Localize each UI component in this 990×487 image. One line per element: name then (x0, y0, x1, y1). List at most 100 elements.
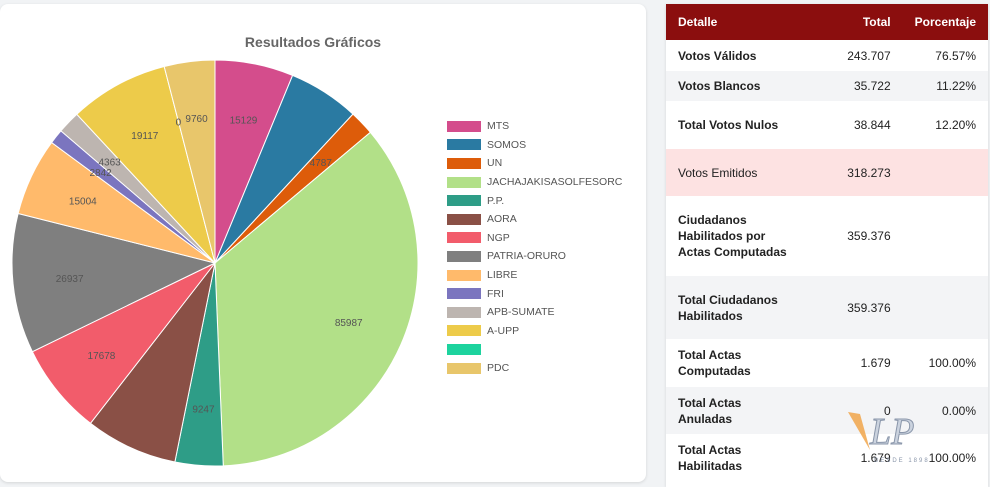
row-label: Votos Válidos (678, 48, 757, 63)
legend-label: AORA (487, 213, 517, 226)
legend-item[interactable] (447, 340, 622, 359)
legend-swatch (447, 343, 481, 355)
row-label: Ciudadanos Habilitados por Actas Computa… (678, 213, 787, 259)
legend-item[interactable]: MTS (447, 117, 622, 136)
row-percent (902, 276, 988, 339)
legend-swatch (447, 362, 481, 374)
legend-item[interactable]: PDC (447, 359, 622, 378)
pie-data-label: 4363 (98, 158, 121, 169)
legend-swatch (447, 176, 481, 188)
row-total: 359.376 (847, 229, 891, 243)
row-total: 1.679 (860, 451, 891, 465)
pie-data-label: 2842 (90, 168, 113, 179)
chart-card: Resultados Gráficos 15129 4787 85987 9247 17… (0, 4, 646, 482)
legend-label: A-UPP (487, 324, 520, 337)
legend-item[interactable]: JACHAJAKISASOLFESORC (447, 173, 622, 192)
legend-item[interactable]: A-UPP (447, 322, 622, 341)
row-percent: 0.00% (902, 387, 988, 434)
row-label: Total Actas Habilitadas (678, 443, 743, 473)
pie-data-label: 0 (176, 117, 182, 128)
legend-label: P.P. (487, 194, 505, 207)
legend-label: UN (487, 157, 503, 170)
row-percent: 100.00% (928, 451, 976, 465)
legend-swatch (447, 269, 481, 281)
legend-swatch (447, 250, 481, 262)
row-label: Total Actas Anuladas (666, 387, 805, 434)
row-total: 359.376 (804, 276, 903, 339)
pie-data-label: 19117 (131, 131, 159, 142)
legend-swatch (447, 213, 481, 225)
pie-chart: 15129 4787 85987 9247 17678 26937 15004 2842436… (11, 59, 419, 467)
row-label: Votos Emitidos (666, 149, 805, 196)
row-percent: 76.57% (935, 48, 976, 63)
table-row: Total Votos Nulos 38.844 12.20% (666, 101, 988, 149)
table-row: Total Actas Anuladas 0 0.00% (666, 387, 988, 434)
legend-label: SOMOS (487, 138, 527, 151)
row-total: 38.844 (853, 118, 891, 132)
row-total: 318.273 (804, 149, 903, 196)
legend-item[interactable]: P.P. (447, 191, 622, 210)
legend-swatch (447, 157, 481, 169)
legend-swatch (447, 306, 481, 318)
pie-slice-a-upp[interactable] (76, 65, 216, 264)
legend-label: PDC (487, 362, 510, 375)
header-detalle[interactable]: Detalle (666, 4, 805, 40)
pie-data-label: 85987 (335, 318, 363, 329)
row-percent: 100.00% (928, 356, 976, 370)
legend-label: PATRIA-ORURO (487, 250, 566, 263)
table-row: Votos Emitidos 318.273 (666, 149, 988, 196)
row-total: 0 (804, 387, 903, 434)
legend-label: NGP (487, 231, 510, 244)
legend-item[interactable]: NGP (447, 229, 622, 248)
legend-item[interactable]: LIBRE (447, 266, 622, 285)
chart-legend: MTS SOMOS UN JACHAJAKISASOLFESORC P.P. AORA NG… (447, 117, 622, 377)
legend-label: FRI (487, 287, 504, 300)
pie-data-label: 17678 (88, 351, 116, 362)
legend-swatch (447, 288, 481, 300)
legend-item[interactable]: AORA (447, 210, 622, 229)
row-total: 243.707 (847, 48, 891, 63)
row-label: Total Ciudadanos Habilitados (666, 276, 805, 339)
legend-item[interactable]: PATRIA-ORURO (447, 247, 622, 266)
results-table-card: Detalle Total Porcentaje Votos Válidos 2… (666, 4, 988, 487)
table-row: Total Actas Computadas 1.679 100.00% (666, 339, 988, 387)
chart-title: Resultados Gráficos (244, 34, 382, 50)
legend-swatch (447, 232, 481, 244)
header-total[interactable]: Total (804, 4, 903, 40)
table-row: Ciudadanos Habilitados por Actas Computa… (666, 196, 988, 276)
row-percent (902, 149, 988, 196)
table-row: Votos Blancos 35.722 11.22% (666, 71, 988, 101)
pie-data-label: 15004 (69, 197, 97, 208)
legend-label: LIBRE (487, 269, 518, 282)
row-label: Total Actas Computadas (678, 348, 751, 378)
legend-item[interactable]: FRI (447, 284, 622, 303)
pie-data-label: 26937 (56, 274, 84, 285)
legend-swatch (447, 139, 481, 151)
row-label: Total Votos Nulos (678, 118, 779, 132)
table-row: Total Actas Habilitadas 1.679 100.00% (666, 434, 988, 482)
legend-swatch (447, 120, 481, 132)
table-header-row: Detalle Total Porcentaje (666, 4, 988, 40)
legend-item[interactable]: UN (447, 154, 622, 173)
pie-data-label: 9760 (185, 114, 208, 125)
pie-slice-patria-oruro[interactable] (11, 212, 217, 353)
header-porcentaje[interactable]: Porcentaje (902, 4, 988, 40)
results-table: Detalle Total Porcentaje Votos Válidos 2… (666, 4, 988, 482)
table-row: Votos Válidos 243.707 76.57% (666, 40, 988, 71)
pie-data-label: 4787 (310, 158, 333, 169)
pie-slice-pdc[interactable] (163, 59, 216, 264)
legend-label: APB-SUMATE (487, 306, 555, 319)
table-row: Total Ciudadanos Habilitados 359.376 (666, 276, 988, 339)
legend-label: JACHAJAKISASOLFESORC (487, 176, 623, 189)
row-percent: 12.20% (935, 118, 976, 132)
pie-data-label: 9247 (192, 405, 215, 416)
pie-data-label: 15129 (230, 116, 258, 127)
row-percent: 11.22% (902, 71, 988, 101)
row-label: Votos Blancos (666, 71, 805, 101)
pie-slice-jachajakisasolfesorc[interactable] (214, 131, 419, 467)
row-total: 35.722 (804, 71, 903, 101)
legend-label: MTS (487, 120, 510, 133)
legend-item[interactable]: SOMOS (447, 136, 622, 155)
row-total: 1.679 (860, 356, 891, 370)
legend-item[interactable]: APB-SUMATE (447, 303, 622, 322)
